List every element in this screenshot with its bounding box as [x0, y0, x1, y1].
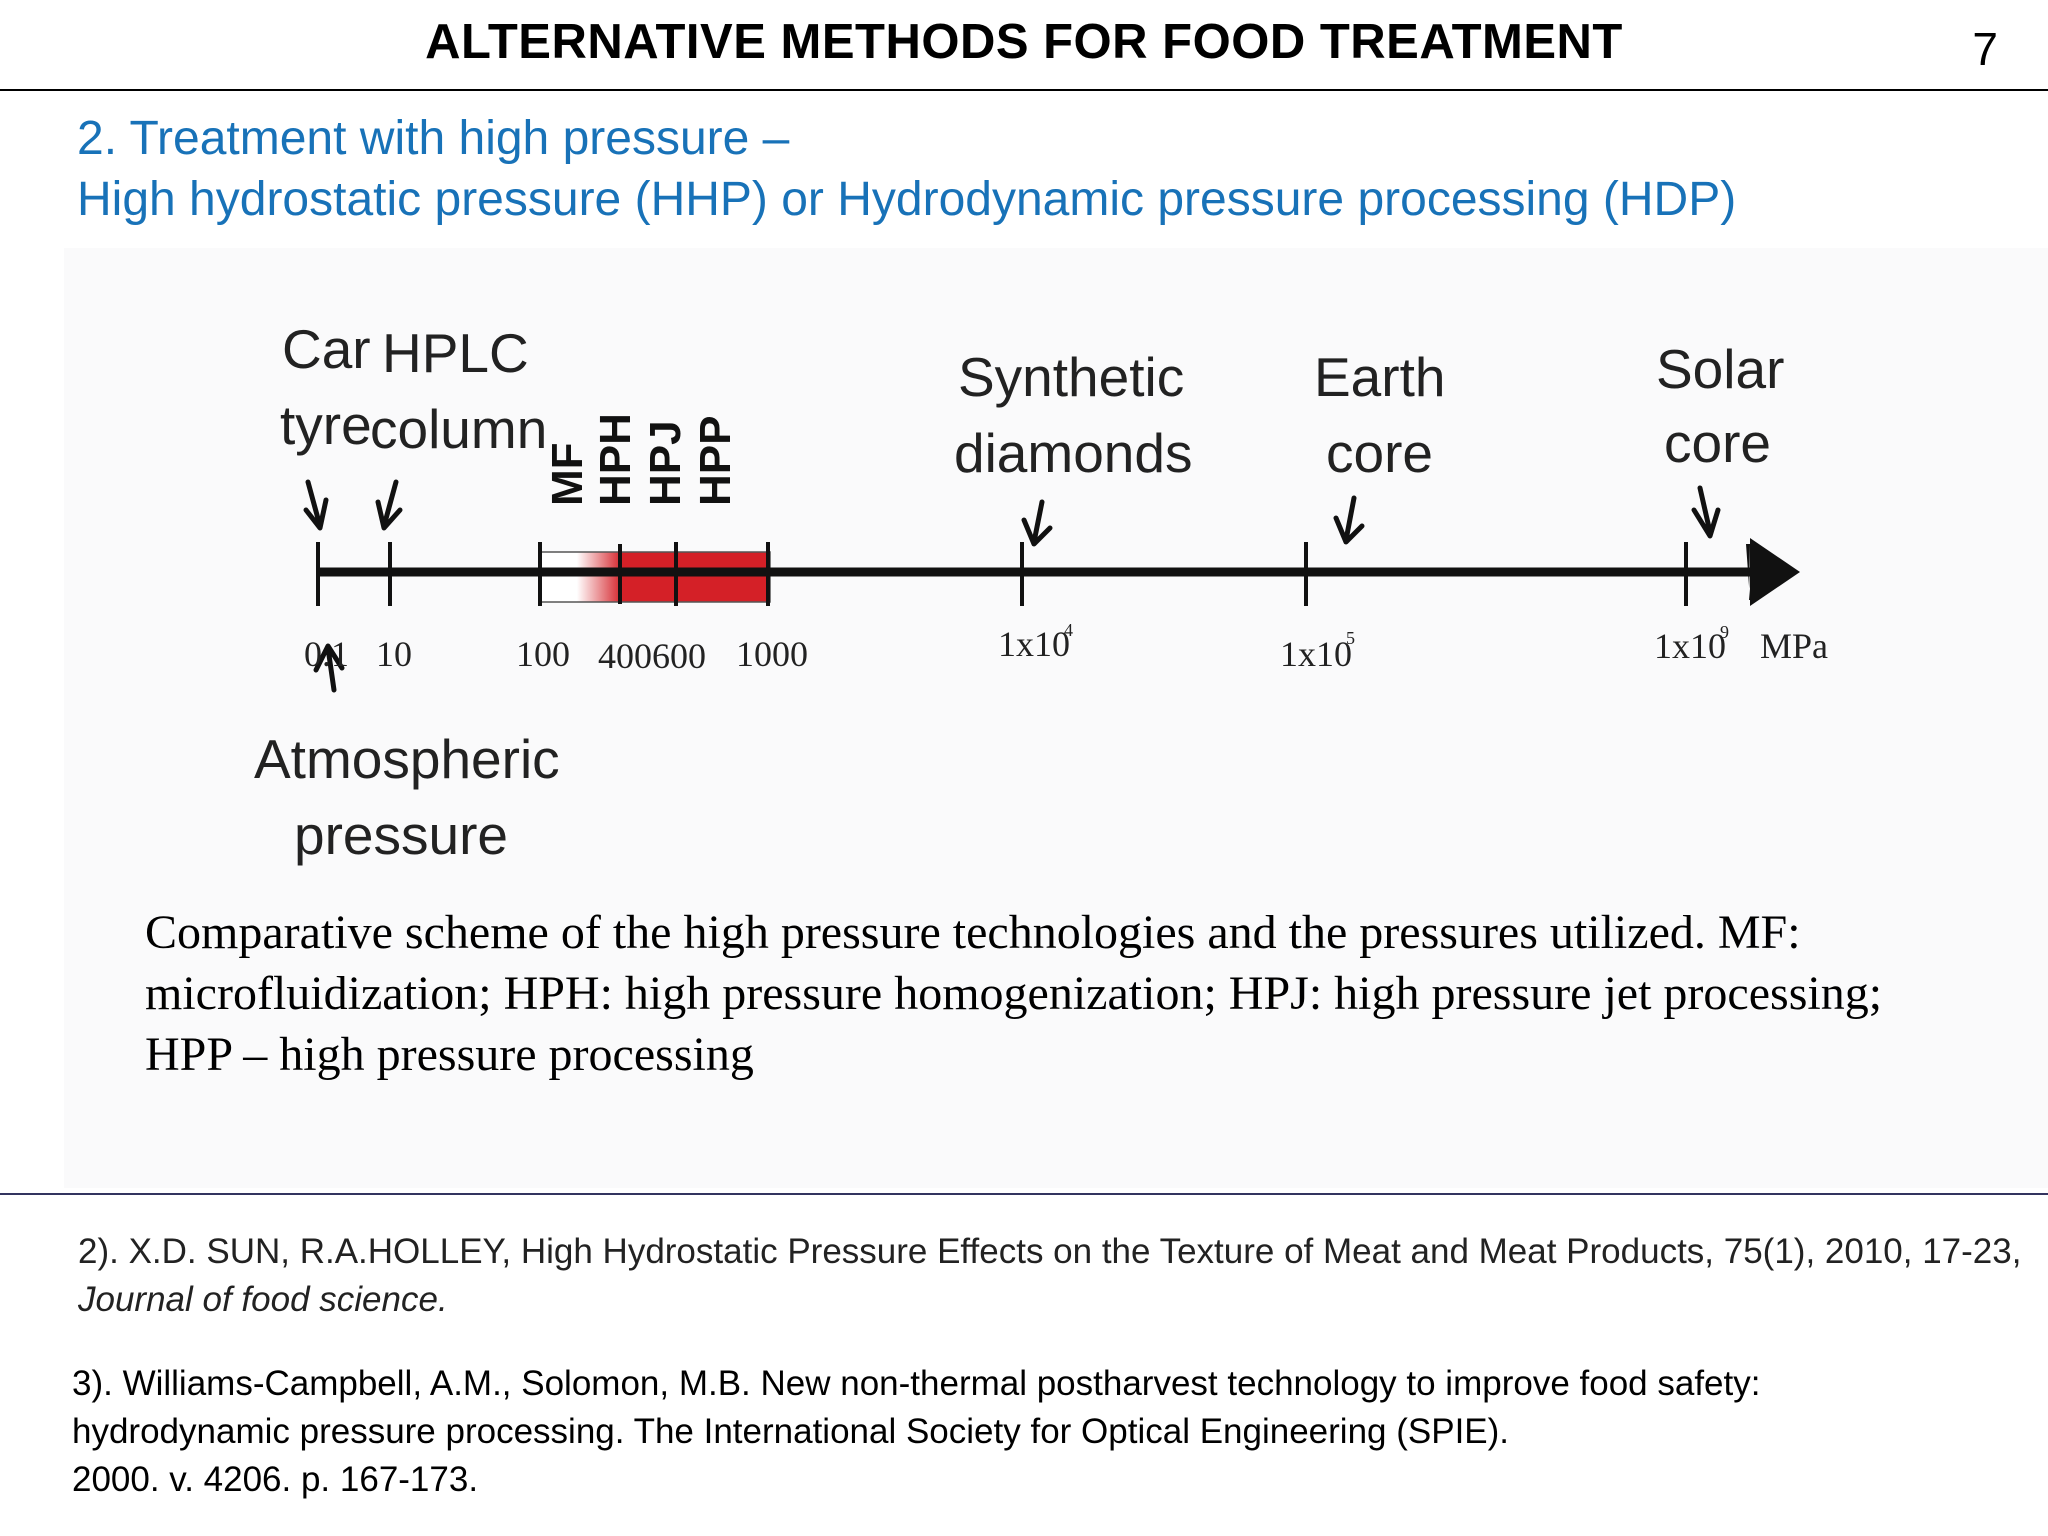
label-pressure: pressure: [294, 804, 508, 866]
arrow-car-tyre-icon: [303, 479, 329, 531]
label-hplc: HPLC: [382, 322, 529, 384]
label-tyre: tyre: [280, 394, 372, 456]
tech-hpp: HPP: [691, 416, 740, 506]
reference-3: 3). Williams-Campbell, A.M., Solomon, M.…: [72, 1360, 2032, 1504]
reference-2-journal: Journal of food science.: [78, 1280, 448, 1319]
axis-ticks: [316, 542, 1688, 606]
tick-label-1000: 1000: [736, 634, 808, 674]
arrow-solar-core-icon: [1691, 485, 1721, 539]
arrow-diamonds-icon: [1021, 499, 1053, 547]
arrow-earth-core-icon: [1333, 495, 1365, 545]
label-car: Car: [282, 318, 371, 380]
label-synthetic: Synthetic: [958, 346, 1184, 408]
reference-3-line-1: 3). Williams-Campbell, A.M., Solomon, M.…: [72, 1364, 1761, 1403]
section-subtitle: 2. Treatment with high pressure – High h…: [77, 108, 1736, 230]
tick-label-600: 600: [652, 636, 706, 676]
unit-label: MPa: [1760, 626, 1828, 666]
tick-label-1e9: 1x10: [1654, 626, 1726, 666]
tick-label-1e9-exponent: 9: [1720, 622, 1729, 642]
tick-label-400: 400: [598, 636, 652, 676]
axis-arrowhead-the-real-one: [1750, 538, 1800, 606]
arrow-atmospheric-icon: [313, 643, 345, 693]
axis-arrowhead: [1746, 544, 1750, 600]
label-diamonds: diamonds: [954, 422, 1192, 484]
tick-label-1e5: 1x10: [1280, 634, 1352, 674]
label-earth: Earth: [1314, 346, 1445, 408]
slide-number: 7: [1972, 23, 1998, 75]
subtitle-line-1: 2. Treatment with high pressure –: [77, 112, 790, 165]
label-earth-core: core: [1326, 422, 1433, 484]
pointer-arrows: [303, 479, 1721, 693]
label-solar-core: core: [1664, 412, 1771, 474]
subtitle-line-2: High hydrostatic pressure (HHP) or Hydro…: [77, 173, 1737, 226]
tech-hph: HPH: [591, 413, 640, 506]
pressure-band: [539, 551, 771, 603]
figure-panel: Car tyre HPLC column Synthetic diamonds …: [64, 248, 2048, 1188]
reference-3-line-3: 2000. v. 4206. p. 167-173.: [72, 1460, 479, 1499]
tick-label-1e5-exponent: 5: [1346, 628, 1355, 648]
label-solar: Solar: [1656, 338, 1784, 400]
tick-label-1e4: 1x10: [998, 624, 1070, 664]
tech-hpj: HPJ: [641, 420, 690, 506]
footer-divider: [0, 1193, 2048, 1195]
label-column: column: [370, 398, 547, 460]
tick-label-1e4-exponent: 4: [1064, 620, 1073, 640]
label-atmospheric: Atmospheric: [254, 728, 560, 790]
slide-title: ALTERNATIVE METHODS FOR FOOD TREATMENT: [425, 15, 1623, 69]
tick-label-10: 10: [376, 634, 412, 674]
tick-label-0-1: 0.1: [304, 634, 349, 674]
pressure-scale-diagram: Car tyre HPLC column Synthetic diamonds …: [254, 318, 1828, 866]
figure-caption: Comparative scheme of the high pressure …: [145, 906, 1883, 1081]
reference-3-line-2: hydrodynamic pressure processing. The In…: [72, 1412, 1510, 1451]
tech-mf: MF: [543, 442, 592, 506]
reference-2: 2). X.D. SUN, R.A.HOLLEY, High Hydrostat…: [78, 1228, 2038, 1324]
reference-2-text: 2). X.D. SUN, R.A.HOLLEY, High Hydrostat…: [78, 1232, 2022, 1271]
tick-label-100: 100: [516, 634, 570, 674]
arrow-hplc-icon: [375, 479, 403, 531]
title-divider: [0, 89, 2048, 91]
